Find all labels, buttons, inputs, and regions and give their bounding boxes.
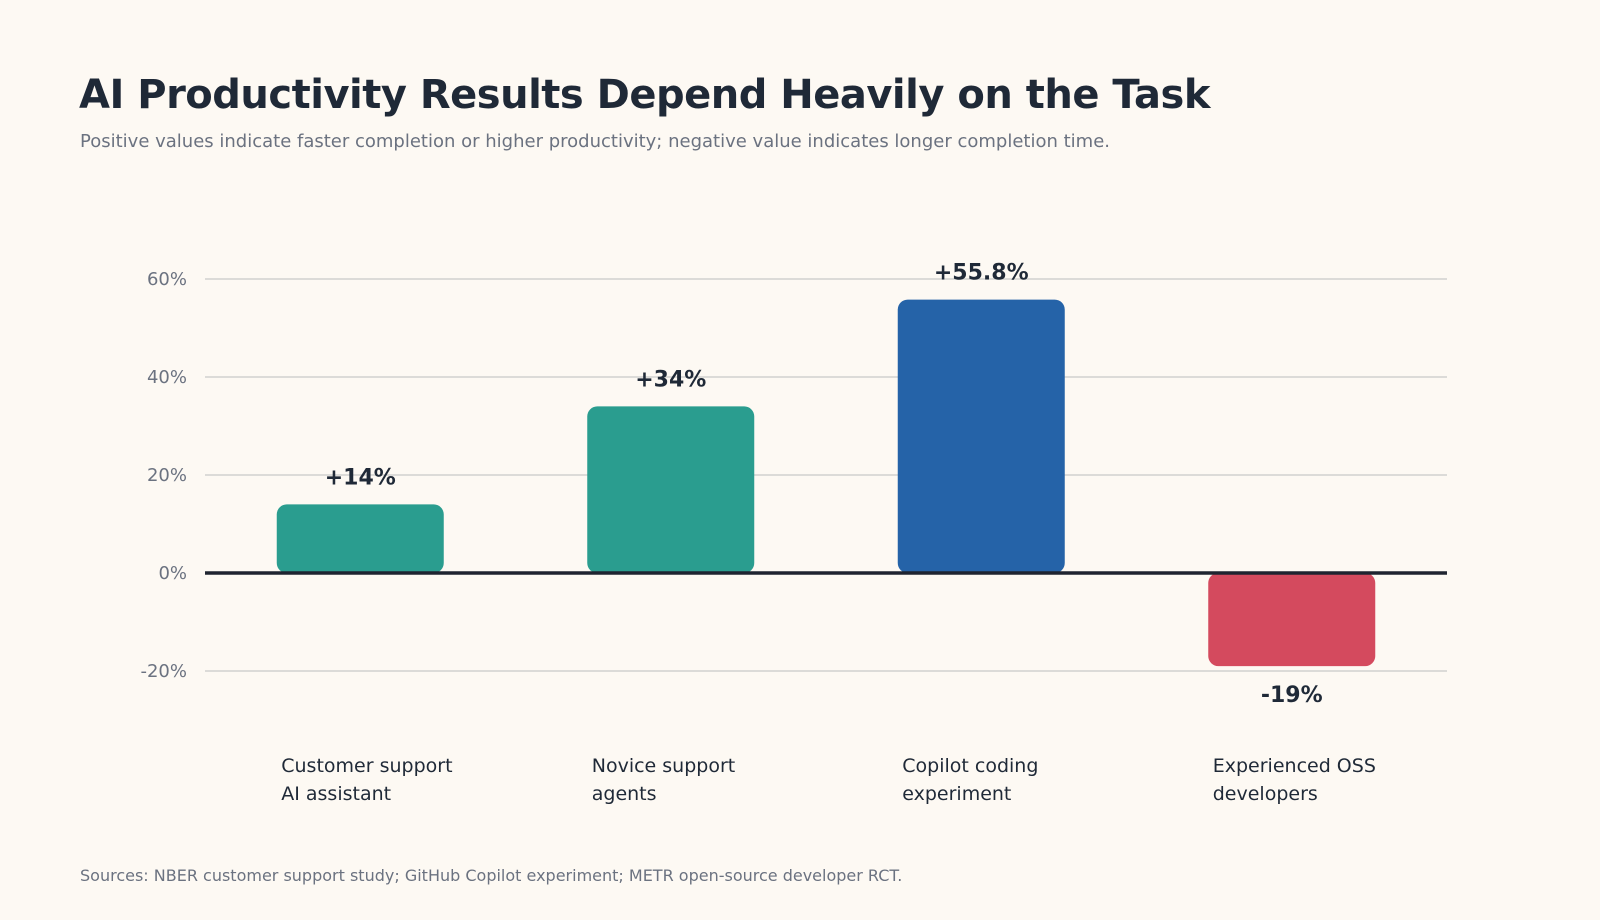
category-label: Experienced OSS developers	[1213, 755, 1376, 805]
category-label-line: experiment	[902, 783, 1011, 805]
chart-subtitle: Positive values indicate faster completi…	[80, 131, 1110, 152]
y-tick-label: 60%	[147, 269, 187, 290]
category-label-line: Copilot coding	[902, 755, 1038, 777]
data-label: +55.8%	[934, 261, 1029, 286]
y-tick-label: 0%	[158, 563, 187, 584]
bar	[1208, 573, 1376, 667]
category-label-line: developers	[1213, 783, 1318, 805]
category-label: Copilot coding experiment	[902, 755, 1038, 805]
bar	[897, 299, 1065, 573]
data-label: +14%	[325, 465, 396, 490]
category-label-line: AI assistant	[281, 783, 391, 805]
bar	[276, 504, 444, 573]
sources-note: Sources: NBER customer support study; Gi…	[80, 866, 903, 885]
category-label-line: Experienced OSS	[1213, 755, 1376, 777]
category-label-line: agents	[592, 783, 657, 805]
y-tick-label: 20%	[147, 465, 187, 486]
category-label: Customer support AI assistant	[281, 755, 452, 805]
y-tick-label: 40%	[147, 367, 187, 388]
y-tick-label: -20%	[140, 661, 187, 682]
category-label-line: Customer support	[281, 755, 452, 777]
bar	[587, 406, 755, 573]
category-label-line: Novice support	[592, 755, 735, 777]
data-label: -19%	[1261, 683, 1323, 708]
data-label: +34%	[635, 367, 706, 392]
category-label: Novice support agents	[592, 755, 735, 805]
chart-title: AI Productivity Results Depend Heavily o…	[79, 72, 1210, 118]
